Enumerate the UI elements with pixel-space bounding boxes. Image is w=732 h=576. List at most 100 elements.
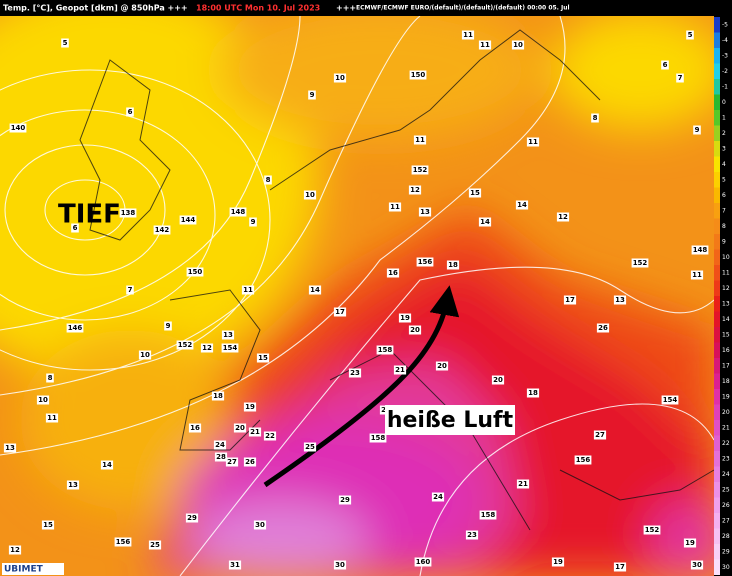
colorbar-label: 0 <box>722 99 726 106</box>
colorbar-label: -1 <box>722 83 728 90</box>
colorbar-swatch <box>714 234 720 250</box>
label-bg <box>3 443 17 453</box>
isoline-label: 29 <box>187 514 197 522</box>
label-bg <box>398 313 412 323</box>
isoline-label: 30 <box>692 561 702 569</box>
isoline-label: 14 <box>480 218 490 226</box>
label-bg <box>591 113 599 123</box>
label-bg <box>9 123 27 133</box>
isoline-label: 12 <box>10 546 20 554</box>
isoline-label: 15 <box>258 354 268 362</box>
label-bg <box>676 73 684 83</box>
isoline-label: 158 <box>371 434 386 442</box>
colorbar-label: 4 <box>722 161 726 168</box>
isoline-label: 142 <box>155 226 170 234</box>
isoline-label: 20 <box>235 424 245 432</box>
label-bg <box>114 537 132 547</box>
label-bg <box>643 525 661 535</box>
label-bg <box>333 73 347 83</box>
label-bg <box>661 60 669 70</box>
isoline-label: 31 <box>230 561 240 569</box>
label-bg <box>631 258 649 268</box>
label-bg <box>683 538 697 548</box>
isoline-label: 12 <box>410 186 420 194</box>
colorbar-label: -4 <box>722 37 728 44</box>
label-bg <box>551 557 565 567</box>
label-bg <box>563 295 577 305</box>
colorbar-swatch <box>714 125 720 141</box>
label-bg <box>303 442 317 452</box>
colorbar-swatch <box>714 389 720 405</box>
isoline-label: 19 <box>685 539 695 547</box>
isoline-label: 14 <box>102 461 112 469</box>
colorbar-label: 16 <box>722 347 730 354</box>
colorbar-swatch <box>714 280 720 296</box>
label-bg <box>185 513 199 523</box>
colorbar-label: 14 <box>722 316 730 323</box>
label-bg <box>478 40 492 50</box>
label-bg <box>66 323 84 333</box>
isoline-label: 5 <box>63 39 68 47</box>
label-bg <box>348 368 362 378</box>
label-bg <box>248 427 262 437</box>
colorbar-swatch <box>714 358 720 374</box>
label-bg <box>388 202 402 212</box>
colorbar-swatch <box>714 79 720 95</box>
isoline-label: 18 <box>448 261 458 269</box>
isoline-label: 152 <box>633 259 648 267</box>
label-bg <box>225 457 239 467</box>
colorbar-label: 19 <box>722 393 730 400</box>
label-bg <box>515 200 529 210</box>
isoline-label: 8 <box>48 374 53 382</box>
colorbar-label: 21 <box>722 424 730 431</box>
colorbar-label: 18 <box>722 378 730 385</box>
label-bg <box>468 188 482 198</box>
colorbar-swatch <box>714 559 720 575</box>
isoline-label: 6 <box>663 61 668 69</box>
label-bg <box>516 479 530 489</box>
colorbar-swatch <box>714 172 720 188</box>
isoline-label: 30 <box>255 521 265 529</box>
isoline-label: 22 <box>265 432 275 440</box>
label-bg <box>71 223 79 233</box>
isoline-label: 7 <box>128 286 133 294</box>
isoline-label: 15 <box>470 189 480 197</box>
label-bg <box>690 270 704 280</box>
label-bg <box>243 402 257 412</box>
isoline-label: 6 <box>128 108 133 116</box>
label-bg <box>36 395 50 405</box>
isoline-label: 9 <box>166 322 171 330</box>
label-bg <box>148 540 162 550</box>
label-bg <box>446 260 460 270</box>
label-bg <box>221 343 239 353</box>
isoline-label: 148 <box>693 246 708 254</box>
isoline-label: 16 <box>190 424 200 432</box>
label-bg <box>435 361 449 371</box>
colorbar-swatch <box>714 63 720 79</box>
label-bg <box>126 285 134 295</box>
colorbar-swatch <box>714 435 720 451</box>
isoline-label: 27 <box>227 458 237 466</box>
label-bg <box>574 455 592 465</box>
label-bg <box>386 268 400 278</box>
colorbar-swatch <box>714 141 720 157</box>
isoline-label: 24 <box>215 441 225 449</box>
logo: UBIMET <box>4 565 44 575</box>
colorbar-label: 28 <box>722 533 730 540</box>
colorbar-swatch <box>714 265 720 281</box>
colorbar-swatch <box>714 373 720 389</box>
isoline-label: 11 <box>243 286 253 294</box>
colorbar-swatch <box>714 94 720 110</box>
colorbar-swatch <box>714 48 720 64</box>
isoline-label: 154 <box>663 396 678 404</box>
isoline-label: 9 <box>310 91 315 99</box>
label-bg <box>414 557 432 567</box>
low-label: TIEF <box>58 200 121 230</box>
isoline-label: 10 <box>38 396 48 404</box>
label-bg <box>369 433 387 443</box>
label-bg <box>243 457 257 467</box>
isoline-label: 158 <box>481 511 496 519</box>
label-bg <box>693 125 701 135</box>
isoline-label: 11 <box>47 414 57 422</box>
